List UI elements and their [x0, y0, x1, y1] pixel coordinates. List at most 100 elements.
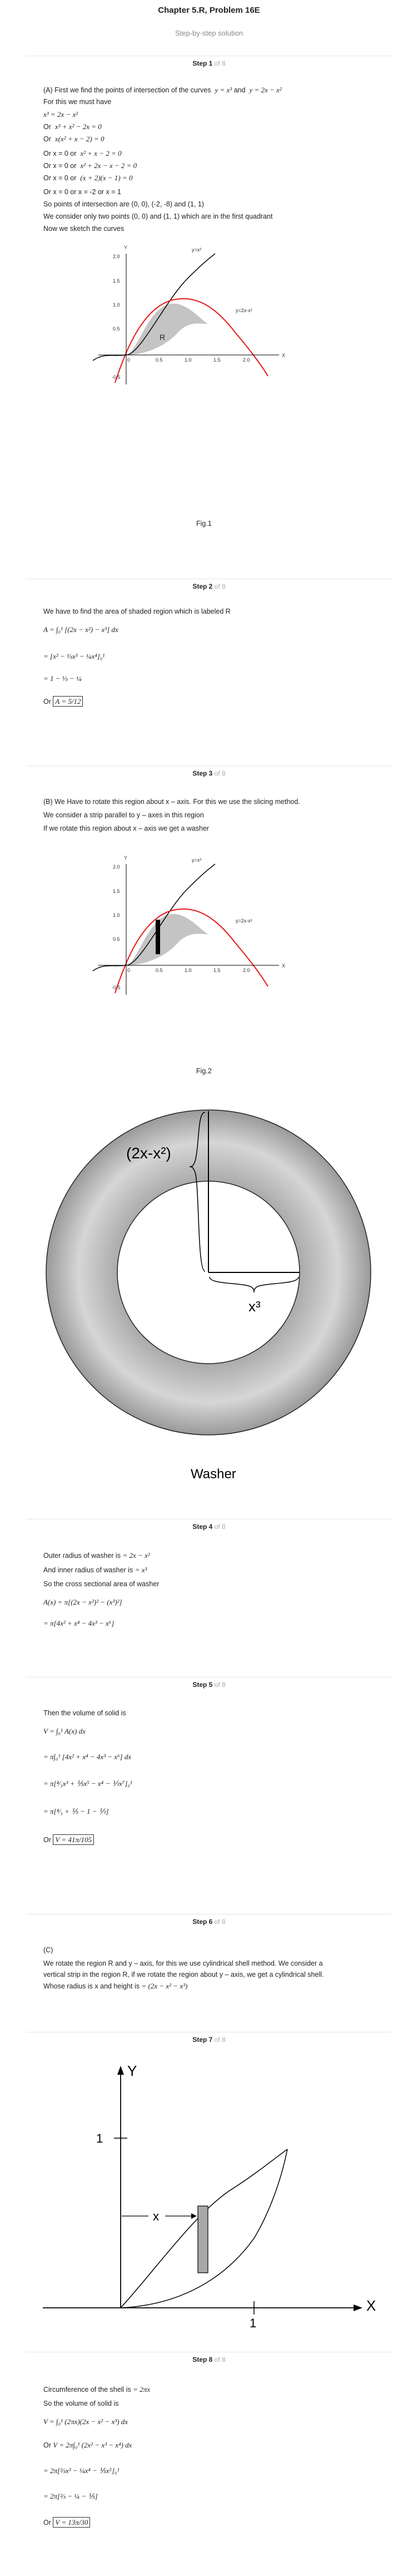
text-line: Outer radius of washer is = 2x − x² — [43, 1551, 150, 1560]
svg-text:R: R — [160, 333, 165, 342]
svg-text:(2x-x²): (2x-x²) — [126, 1144, 171, 1162]
figure-caption: Fig.2 — [196, 1067, 212, 1075]
washer-diagram: (2x-x²) x³ Washer — [46, 1109, 371, 1482]
step-7: Step 7 of 8 Y X 1 1 x — [26, 2032, 392, 2352]
svg-text:0.5: 0.5 — [156, 968, 163, 973]
text-line: Circumference of the shell is = 2πx — [43, 2385, 150, 2394]
svg-text:1: 1 — [96, 2131, 103, 2145]
svg-text:1.5: 1.5 — [113, 278, 120, 284]
equation: Or x = 0 or x² + x − 2 = 0 — [43, 149, 122, 157]
svg-text:X: X — [366, 2297, 376, 2314]
text-line: (C) — [43, 1946, 53, 1954]
svg-text:2.0: 2.0 — [113, 254, 120, 259]
svg-text:0: 0 — [127, 357, 130, 363]
shell-diagram: Y X 1 1 x — [43, 2062, 376, 2330]
svg-text:1.5: 1.5 — [213, 357, 221, 363]
equation: = π[⁴⁄₃ + ⅕ − 1 − ⅐] — [43, 1807, 109, 1815]
page-subtitle: Step-by-step solution — [175, 29, 243, 37]
svg-text:0.5: 0.5 — [113, 936, 120, 942]
equation: Or x = 0 or x² + 2x − x − 2 = 0 — [43, 161, 137, 170]
text-line: We consider a strip parallel to y – axes… — [43, 811, 204, 819]
page-title: Chapter 5.R, Problem 16E — [158, 6, 260, 15]
svg-text:Y: Y — [124, 855, 127, 861]
svg-text:1: 1 — [250, 2316, 256, 2330]
parabola-curve — [115, 298, 268, 383]
equation: Or x³ + x² − 2x = 0 — [43, 122, 102, 131]
step-header: Step 8 of 8 — [192, 2356, 226, 2363]
text-line: Then the volume of solid is — [43, 1709, 126, 1717]
svg-text:X: X — [282, 963, 285, 969]
text-line: We have to find the area of shaded regio… — [43, 608, 231, 615]
svg-text:Washer: Washer — [191, 1467, 236, 1482]
answer-line: Or A = 5/12 — [43, 696, 83, 707]
svg-text:1.0: 1.0 — [185, 968, 192, 973]
equation: = 2π[⅔ − ¼ − ⅕] — [43, 2492, 98, 2500]
svg-text:y=x³: y=x³ — [192, 247, 201, 253]
answer-line: Or V = 13π/30 — [43, 2517, 91, 2528]
equation: = 1 − ⅓ − ¼ — [43, 674, 82, 683]
svg-text:x: x — [153, 2209, 159, 2223]
svg-text:1.0: 1.0 — [113, 912, 120, 918]
step-1: Step 1 of 8 (A) First we find the points… — [26, 56, 392, 579]
svg-text:2.0: 2.0 — [243, 968, 250, 973]
equation: x³ = 2x − x² — [43, 110, 78, 119]
svg-text:1.5: 1.5 — [113, 889, 120, 894]
text-line: For this we must have — [43, 98, 112, 106]
figure-caption: Fig.1 — [196, 520, 212, 527]
svg-text:2.0: 2.0 — [243, 357, 250, 363]
equation: = π∫₀¹ [4x² + x⁴ − 4x³ − x⁶] dx — [43, 1753, 132, 1761]
equation: Or x(x² + x − 2) = 0 — [43, 135, 104, 143]
svg-text:0: 0 — [127, 968, 130, 973]
graph-fig1: Y X 2.0 1.5 1.0 0.5 -0.5 0 0.5 1.0 1.5 2… — [92, 245, 285, 384]
text-line: So the cross sectional area of washer — [43, 1580, 160, 1588]
shell-strip — [197, 2205, 208, 2273]
slice-strip — [156, 920, 160, 954]
text-line: So points of intersection are (0, 0), (-… — [43, 200, 205, 208]
text-line: Whose radius is x and height is = (2x − … — [43, 1982, 188, 1990]
step-6: Step 6 of 8 (C) We rotate the region R a… — [26, 1914, 392, 2032]
graph-fig2: Y X 2.0 1.5 1.0 0.5 -0.5 0 0.5 1.0 1.5 2… — [92, 855, 285, 995]
text-line: We consider only two points (0, 0) and (… — [43, 213, 273, 220]
step-3: Step 3 of 8 (B) We Have to rotate this r… — [26, 766, 392, 1519]
step-header: Step 7 of 8 — [192, 2036, 226, 2044]
solution-page: Chapter 5.R, Problem 16E Step-by-step so… — [26, 0, 392, 2528]
svg-text:y=x³: y=x³ — [192, 857, 201, 863]
equation: Or V = 2π∫₀¹ (2x² − x³ − x⁴) dx — [43, 2441, 132, 2449]
step-5: Step 5 of 8 Then the volume of solid is … — [26, 1677, 392, 1914]
text-line: vertical strip in the region R, if we ro… — [43, 1971, 324, 1978]
step-header: Step 1 of 8 — [192, 60, 226, 67]
equation: V = ∫₀¹ A(x) dx — [43, 1727, 86, 1735]
step-header: Step 5 of 8 — [192, 1681, 226, 1689]
text-line: So the volume of solid is — [43, 2400, 119, 2407]
svg-text:1.0: 1.0 — [113, 302, 120, 308]
step-4: Step 4 of 8 Outer radius of washer is = … — [26, 1519, 392, 1677]
text-line: We rotate the region R and y – axis, for… — [43, 1960, 323, 1967]
svg-text:-0.5: -0.5 — [112, 985, 121, 990]
svg-text:y=2x-x²: y=2x-x² — [236, 918, 252, 924]
text-line: Now we sketch the curves — [43, 225, 125, 233]
svg-text:2.0: 2.0 — [113, 864, 120, 870]
step-header: Step 3 of 8 — [192, 769, 226, 777]
equation: = π[4x² + x⁴ − 4x³ − x⁶] — [43, 1619, 115, 1627]
equation: A(x) = π[(2x − x²)² − (x³)²] — [43, 1598, 122, 1606]
equation: V = ∫₀¹ (2πx)(2x − x² − x³) dx — [43, 2417, 128, 2426]
equation: = 2π[⅔x³ − ¼x⁴ − ⅕x⁵]₀¹ — [43, 2466, 120, 2475]
svg-text:1.5: 1.5 — [213, 968, 221, 973]
answer-line: Or V = 41π/105 — [43, 1834, 94, 1845]
svg-text:X: X — [282, 353, 285, 358]
step-8: Step 8 of 8 Circumference of the shell i… — [26, 2352, 392, 2575]
equation: Or x = 0 or (x + 2)(x − 1) = 0 — [43, 174, 133, 182]
svg-text:x³: x³ — [248, 1298, 261, 1315]
step-header: Step 6 of 8 — [192, 1918, 226, 1926]
equation: A = ∫₀¹ [(2x − x²) − x³] dx — [43, 625, 118, 634]
equation: = [x² − ⅓x³ − ¼x⁴]₀¹ — [43, 652, 105, 660]
text-line: And inner radius of washer is = x³ — [43, 1566, 147, 1574]
svg-text:Y: Y — [127, 2062, 137, 2079]
text-line: Or x = 0 or x = -2 or x = 1 — [43, 188, 121, 196]
step-2: Step 2 of 8 We have to find the area of … — [26, 579, 392, 766]
svg-text:0.5: 0.5 — [156, 357, 163, 363]
cubic-curve — [126, 253, 216, 356]
svg-text:0.5: 0.5 — [113, 326, 120, 332]
step-header: Step 2 of 8 — [192, 583, 226, 590]
step-header: Step 4 of 8 — [192, 1523, 226, 1531]
